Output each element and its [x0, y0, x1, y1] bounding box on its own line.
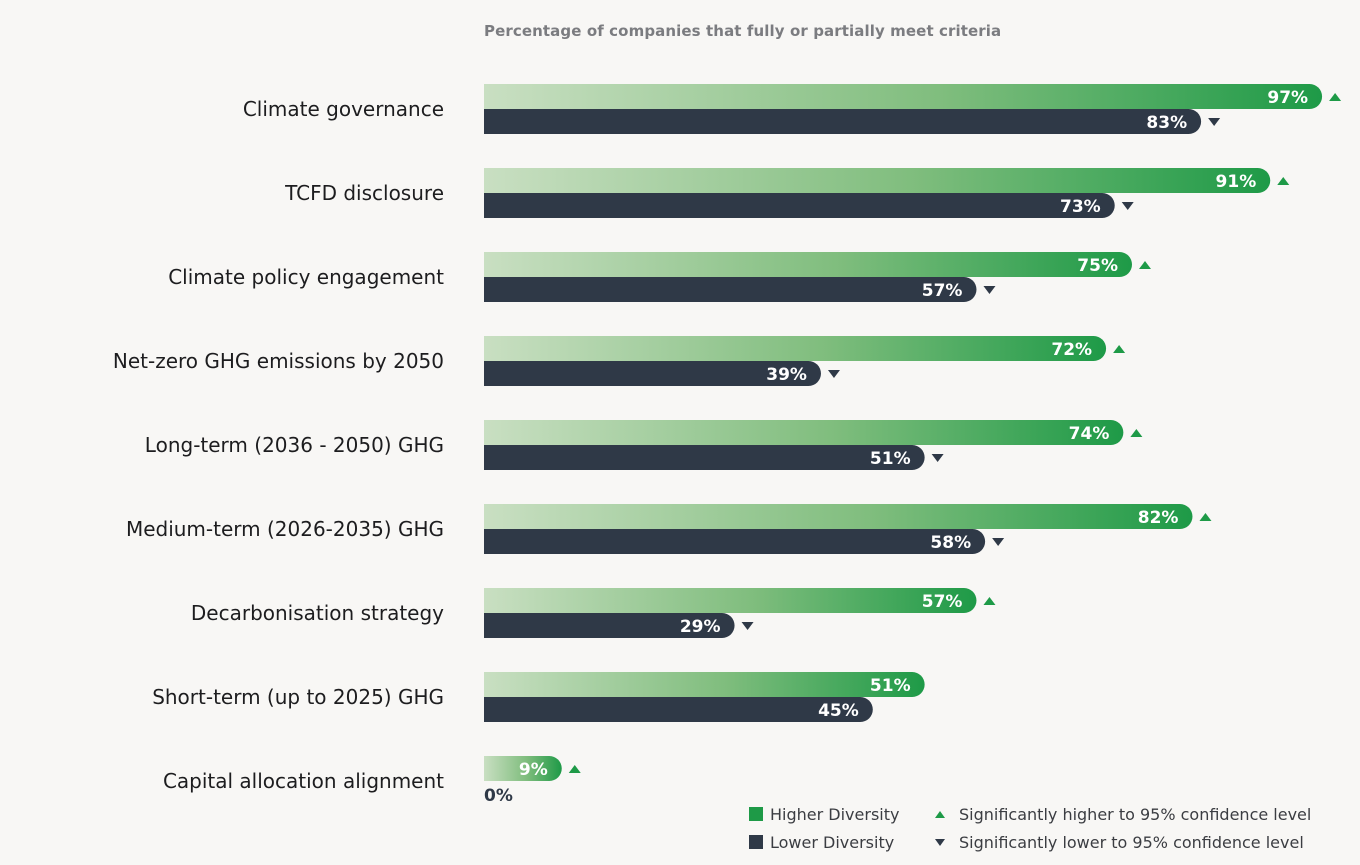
category-label: TCFD disclosure — [284, 181, 444, 205]
lower-diversity-swatch — [749, 835, 763, 849]
legend-higher-diversity-label: Higher Diversity — [770, 804, 900, 824]
legend-row-higher: Higher Diversity Significantly higher to… — [749, 800, 1311, 828]
category-label: Long-term (2036 - 2050) GHG — [145, 433, 444, 457]
category-label: Decarbonisation strategy — [191, 601, 444, 625]
legend-significantly-higher-label: Significantly higher to 95% confidence l… — [959, 804, 1312, 824]
significance-up-icon — [1277, 177, 1290, 185]
significance-up-icon — [1113, 345, 1126, 353]
lower-diversity-value-label: 58% — [930, 533, 971, 553]
category-label: Short-term (up to 2025) GHG — [152, 685, 444, 709]
lower-diversity-bar — [484, 277, 977, 302]
significance-down-icon — [1121, 202, 1134, 210]
lower-diversity-value-label: 39% — [766, 365, 807, 385]
legend-row-lower: Lower Diversity Significantly lower to 9… — [749, 828, 1311, 856]
legend: Higher Diversity Significantly higher to… — [749, 800, 1311, 856]
lower-diversity-value-label: 51% — [870, 449, 911, 469]
higher-diversity-bar — [484, 588, 977, 613]
lower-diversity-bar — [484, 361, 821, 386]
lower-diversity-value-label: 83% — [1146, 113, 1187, 133]
higher-diversity-value-label: 91% — [1216, 172, 1257, 192]
triangle-down-icon — [935, 838, 945, 846]
lower-diversity-value-label: 73% — [1060, 197, 1101, 217]
legend-lower-diversity-label: Lower Diversity — [770, 832, 895, 852]
higher-diversity-value-label: 97% — [1267, 88, 1308, 108]
category-label: Climate policy engagement — [168, 265, 444, 289]
higher-diversity-bar — [484, 420, 1124, 445]
significance-up-icon — [1139, 261, 1151, 269]
lower-diversity-bar — [484, 445, 925, 470]
category-label: Net-zero GHG emissions by 2050 — [113, 349, 444, 373]
category-label: Climate governance — [243, 97, 444, 121]
higher-diversity-value-label: 51% — [870, 676, 911, 696]
lower-diversity-value-label: 57% — [922, 281, 963, 301]
higher-diversity-swatch — [749, 807, 763, 821]
higher-diversity-value-label: 75% — [1077, 256, 1118, 276]
higher-diversity-value-label: 82% — [1138, 508, 1179, 528]
legend-significantly-lower-label: Significantly lower to 95% confidence le… — [959, 832, 1304, 852]
category-label: Capital allocation alignment — [163, 769, 444, 793]
triangle-up-icon — [935, 810, 945, 818]
significance-up-icon — [1130, 429, 1143, 437]
significance-down-icon — [741, 622, 754, 630]
significance-down-icon — [992, 538, 1005, 546]
higher-diversity-value-label: 72% — [1051, 340, 1092, 360]
significance-up-icon — [568, 765, 581, 773]
significance-up-icon — [1199, 513, 1212, 521]
significance-down-icon — [827, 370, 840, 378]
higher-diversity-bar — [484, 672, 925, 697]
higher-diversity-bar — [484, 756, 562, 781]
higher-diversity-value-label: 57% — [922, 592, 963, 612]
lower-diversity-bar — [484, 109, 1202, 134]
higher-diversity-bar — [484, 168, 1271, 193]
higher-diversity-value-label: 74% — [1069, 424, 1110, 444]
lower-diversity-bar — [484, 529, 986, 554]
lower-diversity-value-label: 0% — [484, 786, 513, 806]
higher-diversity-bar — [484, 84, 1323, 109]
higher-diversity-bar — [484, 252, 1132, 277]
lower-diversity-value-label: 29% — [680, 617, 721, 637]
category-label: Medium-term (2026-2035) GHG — [126, 517, 444, 541]
chart-subtitle: Percentage of companies that fully or pa… — [484, 22, 1002, 40]
lower-diversity-bar — [484, 193, 1115, 218]
higher-diversity-bar — [484, 336, 1107, 361]
lower-diversity-bar — [484, 697, 873, 722]
significance-up-icon — [1329, 93, 1342, 101]
lower-diversity-value-label: 45% — [818, 701, 859, 721]
significance-down-icon — [983, 286, 996, 294]
significance-down-icon — [931, 454, 944, 462]
higher-diversity-value-label: 9% — [519, 760, 548, 780]
significance-down-icon — [1208, 118, 1221, 126]
lower-diversity-bar — [484, 613, 735, 638]
higher-diversity-bar — [484, 504, 1193, 529]
significance-up-icon — [983, 597, 996, 605]
